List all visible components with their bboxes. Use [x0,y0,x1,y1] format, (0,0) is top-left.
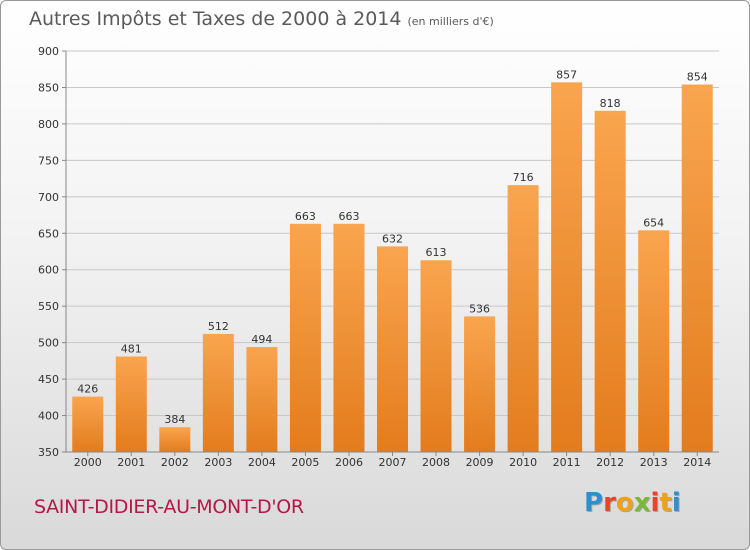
bar-2008 [420,260,452,452]
x-tick-label: 2012 [596,456,624,469]
x-tick-label: 2010 [509,456,537,469]
x-tick-label: 2007 [379,456,407,469]
x-tick-label: 2006 [335,456,363,469]
bar-value-label: 663 [338,210,359,223]
x-tick-label: 2001 [117,456,145,469]
x-tick-label: 2005 [291,456,319,469]
bar-value-label: 654 [643,216,664,229]
y-tick-label: 700 [38,191,59,204]
y-tick-label: 800 [38,118,59,131]
x-tick-label: 2000 [74,456,102,469]
bar-2013 [638,230,670,452]
bar-value-label: 512 [208,320,229,333]
bar-2002 [159,427,191,452]
bar-2000 [72,396,104,452]
bar-value-label: 716 [513,171,534,184]
bar-value-label: 857 [556,68,577,81]
logo-letter: i [671,488,681,518]
logo-letter: i [650,488,660,518]
chart-title-block: Autres Impôts et Taxes de 2000 à 2014 (en… [29,8,494,30]
bar-2007 [377,246,408,452]
bar-value-label: 494 [251,333,272,346]
bar-2011 [551,82,583,453]
logo-letter: x [633,488,651,518]
bars [72,82,713,453]
bar-2001 [115,356,147,452]
x-tick-label: 2008 [422,456,450,469]
chart-subtitle: (en milliers d'€) [407,15,494,28]
bar-value-label: 384 [164,413,185,426]
logo-letter: r [603,488,616,518]
y-tick-label: 500 [38,337,59,350]
y-axis-ticks: 350 400 450 500 550 600 650 700 750 800 850 900 [38,45,66,459]
x-tick-label: 2011 [553,456,581,469]
bar-2005 [289,223,321,452]
bar-value-label: 818 [600,97,621,110]
bar-value-label: 426 [77,383,98,396]
chart-title: Autres Impôts et Taxes de 2000 à 2014 [29,8,402,30]
bar-2006 [333,223,365,452]
bar-value-label: 663 [295,210,316,223]
x-tick-label: 2002 [161,456,189,469]
bar-value-label: 632 [382,232,403,245]
bar-2012 [594,110,626,452]
y-tick-label: 450 [38,373,59,386]
logo-letter: P [584,488,604,518]
bar-2003 [202,333,234,452]
x-tick-label: 2013 [640,456,668,469]
y-tick-label: 600 [38,264,59,277]
y-tick-label: 350 [38,446,59,459]
bar-value-label: 536 [469,302,490,315]
x-tick-label: 2014 [683,456,711,469]
bar-2009 [464,316,496,452]
bar-value-labels: 426 481 384 512 494 663 663 632 613 536 716 857 818 6… [77,68,707,426]
bar-value-label: 854 [687,71,708,84]
bar-value-label: 613 [426,246,447,259]
city-name: SAINT-DIDIER-AU-MONT-D'OR [34,496,304,518]
x-axis-ticks: 2000 2001 2002 2003 2004 2005 2006 2007 2008 2009… [74,452,711,469]
y-tick-label: 850 [38,81,59,94]
x-tick-label: 2009 [466,456,494,469]
logo-letter: t [659,488,672,518]
logo-letter: o [615,488,634,518]
y-tick-label: 900 [38,45,59,58]
bar-2010 [507,185,539,453]
x-tick-label: 2003 [204,456,232,469]
bar-2004 [246,347,278,452]
y-tick-label: 650 [38,227,59,240]
bar-2014 [681,84,713,453]
y-tick-label: 550 [38,300,59,313]
y-tick-label: 400 [38,410,59,423]
proxiti-logo: Proxiti [584,488,681,518]
y-tick-label: 750 [38,154,59,167]
bar-value-label: 481 [121,342,142,355]
x-tick-label: 2004 [248,456,276,469]
